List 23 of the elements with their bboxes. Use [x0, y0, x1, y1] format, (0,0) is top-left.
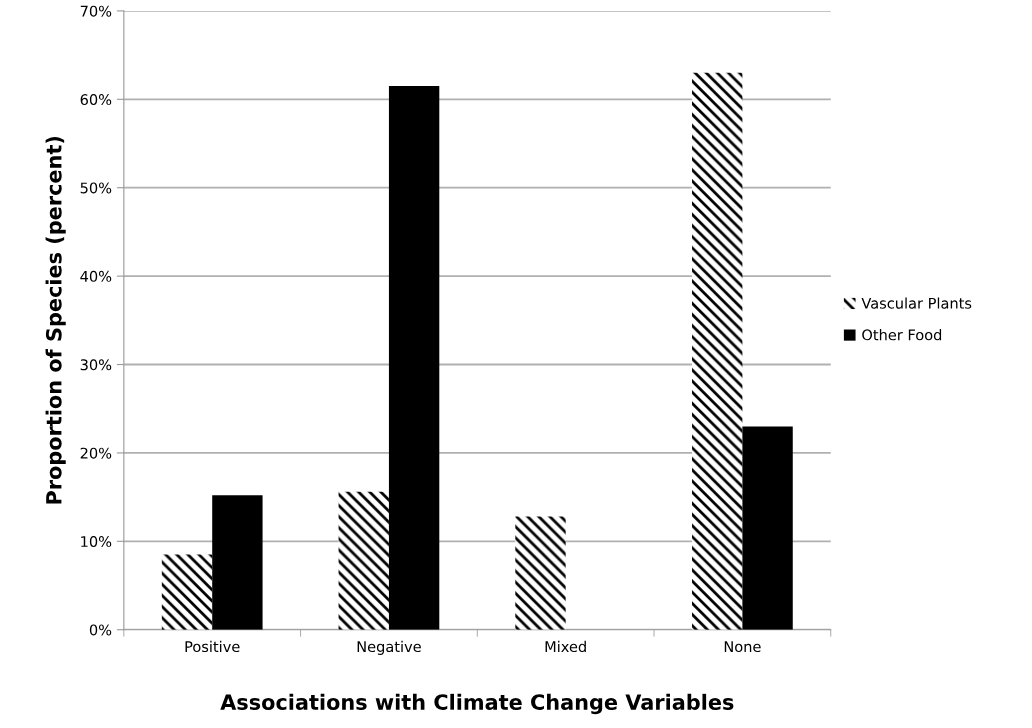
y-tick-label: 0%	[89, 624, 112, 636]
x-tick-label: None	[724, 641, 761, 653]
y-tick-label: 60%	[80, 94, 112, 106]
y-tick-label: 70%	[80, 5, 112, 17]
y-tick-label: 50%	[80, 182, 112, 194]
y-axis-title: Proportion of Species (percent)	[45, 136, 66, 504]
legend-label: Other Food	[862, 329, 942, 341]
y-tick-label: 40%	[80, 270, 112, 282]
y-tick-label: 10%	[81, 536, 112, 548]
legend-label: Vascular Plants	[861, 297, 972, 309]
bar	[161, 554, 213, 630]
x-axis-title: Associations with Climate Change Variables	[220, 693, 734, 715]
bar	[338, 491, 389, 630]
bar	[212, 495, 263, 630]
bar	[692, 72, 743, 630]
x-tick-label: Negative	[357, 640, 421, 655]
x-tick-label: Mixed	[545, 640, 586, 653]
y-tick-label: 30%	[80, 359, 112, 371]
bar	[515, 516, 566, 630]
x-tick-label: Positive	[185, 640, 240, 653]
bar	[388, 86, 440, 630]
bar	[742, 426, 793, 630]
y-tick-label: 20%	[80, 447, 112, 459]
